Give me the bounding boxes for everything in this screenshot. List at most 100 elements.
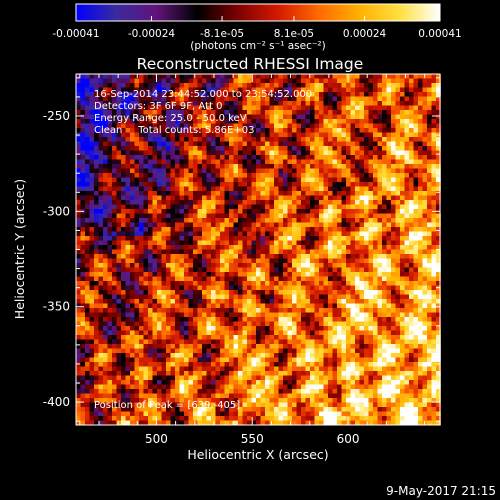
- heatmap-cell: [409, 164, 414, 169]
- heatmap-cell: [89, 312, 95, 318]
- heatmap-cell: [166, 128, 171, 133]
- heatmap-cell: [422, 213, 428, 219]
- heatmap-cell: [242, 101, 248, 106]
- heatmap-cell: [80, 83, 86, 88]
- heatmap-cell: [116, 114, 122, 120]
- heatmap-cell: [233, 195, 239, 201]
- heatmap-cell: [287, 177, 293, 183]
- heatmap-cell: [103, 222, 108, 228]
- heatmap-cell: [121, 254, 126, 259]
- heatmap-cell: [292, 222, 297, 228]
- heatmap-cell: [350, 218, 356, 223]
- heatmap-cell: [116, 119, 122, 124]
- heatmap-cell: [157, 231, 162, 237]
- heatmap-cell: [359, 312, 365, 318]
- heatmap-cell: [265, 182, 270, 187]
- heatmap-cell: [134, 227, 140, 232]
- heatmap-cell: [251, 96, 257, 102]
- heatmap-cell: [427, 78, 432, 84]
- heatmap-cell: [215, 78, 221, 84]
- heatmap-cell: [238, 294, 243, 300]
- heatmap-cell: [184, 317, 189, 322]
- heatmap-cell: [292, 159, 297, 165]
- heatmap-cell: [211, 146, 216, 151]
- heatmap-cell: [413, 92, 419, 97]
- heatmap-cell: [404, 123, 410, 129]
- heatmap-cell: [89, 92, 95, 97]
- heatmap-cell: [85, 141, 90, 147]
- heatmap-cell: [413, 182, 419, 187]
- heatmap-cell: [179, 78, 185, 84]
- heatmap-cell: [382, 281, 387, 286]
- heatmap-cell: [143, 227, 149, 232]
- heatmap-cell: [85, 285, 90, 291]
- heatmap-cell: [143, 308, 149, 313]
- heatmap-cell: [431, 150, 437, 156]
- heatmap-cell: [386, 299, 392, 304]
- heatmap-cell: [431, 191, 437, 196]
- heatmap-cell: [247, 101, 252, 106]
- heatmap-cell: [166, 186, 171, 192]
- heatmap-cell: [296, 186, 302, 192]
- heatmap-cell: [368, 159, 374, 165]
- heatmap-cell: [323, 330, 329, 336]
- heatmap-cell: [431, 155, 437, 160]
- heatmap-cell: [148, 330, 153, 336]
- heatmap-cell: [148, 168, 153, 174]
- heatmap-cell: [211, 137, 216, 142]
- heatmap-cell: [418, 222, 423, 228]
- heatmap-cell: [161, 299, 167, 304]
- heatmap-cell: [301, 330, 306, 336]
- heatmap-cell: [139, 87, 144, 93]
- heatmap-cell: [377, 101, 383, 106]
- heatmap-cell: [166, 290, 171, 295]
- heatmap-cell: [125, 326, 131, 331]
- heatmap-cell: [157, 308, 162, 313]
- heatmap-cell: [107, 83, 113, 88]
- heatmap-cell: [359, 249, 365, 255]
- heatmap-cell: [364, 186, 369, 192]
- heatmap-cell: [152, 213, 158, 219]
- heatmap-cell: [422, 146, 428, 151]
- heatmap-cell: [436, 218, 441, 223]
- heatmap-cell: [206, 285, 212, 291]
- heatmap-cell: [166, 294, 171, 300]
- heatmap-cell: [76, 339, 81, 345]
- heatmap-cell: [179, 335, 185, 340]
- heatmap-cell: [386, 83, 392, 88]
- heatmap-cell: [197, 92, 203, 97]
- heatmap-cell: [224, 200, 230, 205]
- heatmap-cell: [152, 74, 158, 79]
- heatmap-cell: [274, 204, 279, 210]
- heatmap-cell: [386, 141, 392, 147]
- heatmap-cell: [319, 83, 324, 88]
- heatmap-cell: [103, 240, 108, 246]
- heatmap-cell: [76, 272, 81, 277]
- heatmap-cell: [251, 119, 257, 124]
- heatmap-cell: [377, 344, 383, 349]
- heatmap-cell: [125, 330, 131, 336]
- heatmap-cell: [161, 272, 167, 277]
- heatmap-cell: [134, 240, 140, 246]
- heatmap-cell: [197, 218, 203, 223]
- heatmap-cell: [85, 83, 90, 88]
- heatmap-cell: [256, 150, 261, 156]
- heatmap-cell: [220, 339, 225, 345]
- heatmap-cell: [350, 87, 356, 93]
- heatmap-cell: [247, 74, 252, 79]
- heatmap-cell: [103, 326, 108, 331]
- heatmap-cell: [287, 114, 293, 120]
- heatmap-cell: [278, 177, 284, 183]
- heatmap-cell: [350, 141, 356, 147]
- heatmap-cell: [242, 249, 248, 255]
- heatmap-cell: [418, 150, 423, 156]
- heatmap-cell: [265, 200, 270, 205]
- heatmap-cell: [256, 74, 261, 79]
- heatmap-cell: [197, 141, 203, 147]
- heatmap-cell: [107, 186, 113, 192]
- heatmap-cell: [134, 276, 140, 282]
- heatmap-cell: [278, 335, 284, 340]
- heatmap-cell: [274, 312, 279, 318]
- heatmap-cell: [400, 96, 405, 102]
- heatmap-cell: [179, 92, 185, 97]
